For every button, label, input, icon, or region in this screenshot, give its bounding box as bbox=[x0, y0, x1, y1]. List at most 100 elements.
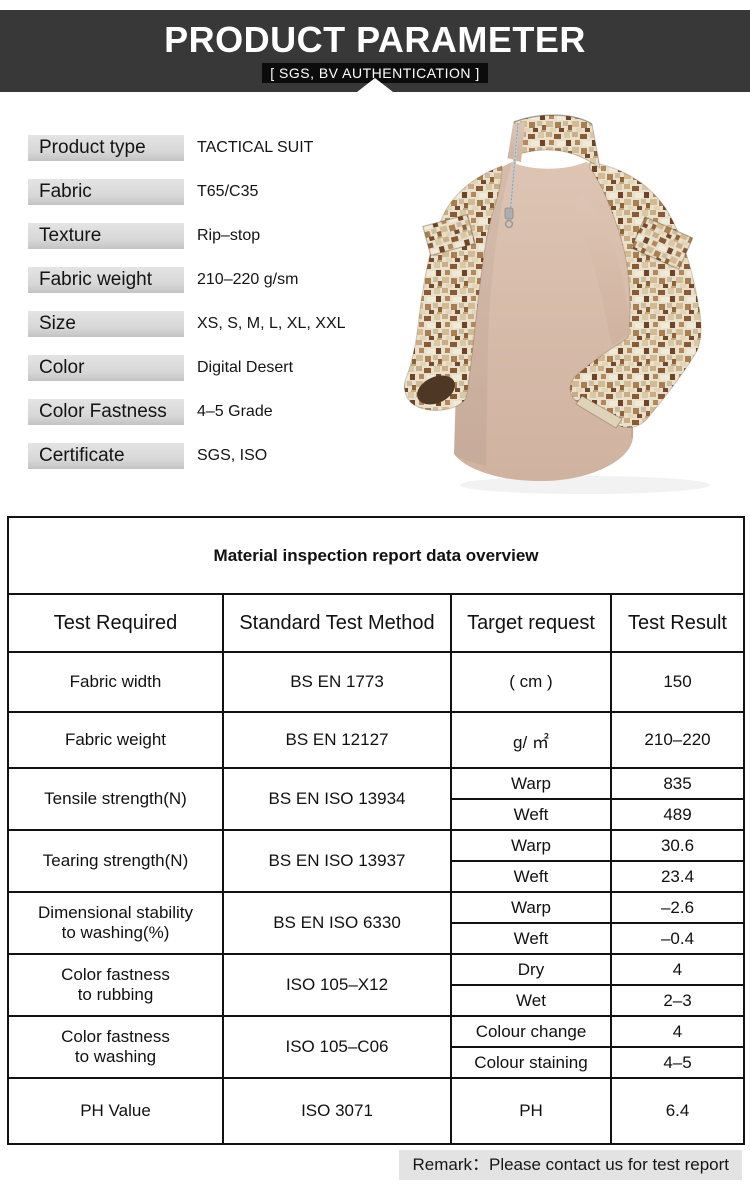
spec-value: T65/C35 bbox=[197, 183, 259, 200]
target-request: Colour staining bbox=[450, 1046, 612, 1079]
test-result: 2–3 bbox=[609, 984, 746, 1017]
test-name: Dimensional stability to washing(%) bbox=[7, 891, 224, 955]
table-row-tensile-strength: Tensile strength(N) BS EN ISO 13934 Warp… bbox=[7, 767, 746, 831]
spec-row-size: Size XS, S, M, L, XL, XXL bbox=[28, 311, 388, 337]
col-header-test-result: Test Result bbox=[609, 593, 746, 653]
table-row-dimensional-stability: Dimensional stability to washing(%) BS E… bbox=[7, 891, 746, 955]
test-name: Color fastness to rubbing bbox=[7, 953, 224, 1017]
spec-label: Fabric bbox=[28, 179, 184, 205]
target-request: Warp bbox=[450, 891, 612, 924]
test-method: BS EN 12127 bbox=[222, 711, 452, 769]
shirt-shadow bbox=[460, 476, 710, 494]
table-subrow: Wet 2–3 bbox=[8, 984, 746, 1017]
table-row-fabric-width: Fabric width BS EN 1773 ( cm ) 150 bbox=[7, 651, 746, 713]
table-subrow: Colour staining 4–5 bbox=[8, 1046, 746, 1079]
spec-value: TACTICAL SUIT bbox=[197, 139, 314, 156]
test-method: BS EN ISO 6330 bbox=[222, 891, 452, 955]
spec-label: Fabric weight bbox=[28, 267, 184, 293]
spec-row-product-type: Product type TACTICAL SUIT bbox=[28, 135, 388, 161]
test-result: 4–5 bbox=[609, 1046, 746, 1079]
target-request: PH bbox=[450, 1077, 612, 1145]
test-result: –2.6 bbox=[609, 891, 746, 924]
spec-value: Rip–stop bbox=[197, 227, 261, 244]
spec-value: 210–220 g/sm bbox=[197, 271, 299, 288]
target-request: Weft bbox=[450, 922, 612, 955]
target-request: Warp bbox=[450, 767, 612, 800]
test-result: 4 bbox=[609, 953, 746, 986]
test-method: ISO 105–X12 bbox=[222, 953, 452, 1017]
test-name: Color fastness to washing bbox=[7, 1015, 224, 1079]
test-result: 30.6 bbox=[609, 829, 746, 862]
table-subrow: Weft 489 bbox=[8, 798, 746, 831]
test-name: PH Value bbox=[7, 1077, 224, 1145]
spec-label: Size bbox=[28, 311, 184, 337]
banner-notch-triangle bbox=[357, 78, 393, 92]
spec-row-color-fastness: Color Fastness 4–5 Grade bbox=[28, 399, 388, 425]
product-photo bbox=[390, 106, 750, 498]
table-row-color-fastness-rubbing: Color fastness to rubbing ISO 105–X12 Dr… bbox=[7, 953, 746, 1017]
spec-value: 4–5 Grade bbox=[197, 403, 273, 420]
tactical-shirt-image bbox=[404, 114, 710, 494]
test-result: 4 bbox=[609, 1015, 746, 1048]
spec-row-certificate: Certificate SGS, ISO bbox=[28, 443, 388, 469]
spec-label: Certificate bbox=[28, 443, 184, 469]
target-request: Weft bbox=[450, 860, 612, 893]
spec-row-texture: Texture Rip–stop bbox=[28, 223, 388, 249]
zipper-teeth bbox=[509, 122, 519, 217]
spec-row-fabric: Fabric T65/C35 bbox=[28, 179, 388, 205]
collar-camo bbox=[507, 114, 601, 170]
spec-value: Digital Desert bbox=[197, 359, 294, 376]
spec-value: XS, S, M, L, XL, XXL bbox=[197, 315, 346, 332]
table-title-row: Material inspection report data overview bbox=[6, 516, 746, 595]
table-row-fabric-weight: Fabric weight BS EN 12127 g/ ㎡ 210–220 bbox=[7, 711, 746, 769]
spec-label: Color Fastness bbox=[28, 399, 184, 425]
left-cuff-opening bbox=[417, 375, 455, 405]
test-result: 489 bbox=[609, 798, 746, 831]
target-request: Colour change bbox=[450, 1015, 612, 1048]
target-request: Wet bbox=[450, 984, 612, 1017]
spec-label: Texture bbox=[28, 223, 184, 249]
col-header-target-request: Target request bbox=[450, 593, 612, 653]
authentication-badge: [ SGS, BV AUTHENTICATION ] bbox=[262, 62, 488, 83]
test-method: BS EN ISO 13937 bbox=[222, 829, 452, 893]
spec-row-color: Color Digital Desert bbox=[28, 355, 388, 381]
spec-list: Product type TACTICAL SUIT Fabric T65/C3… bbox=[28, 135, 388, 487]
test-method: ISO 105–C06 bbox=[222, 1015, 452, 1079]
target-request: Warp bbox=[450, 829, 612, 862]
target-request: Dry bbox=[450, 953, 612, 986]
test-result: 210–220 bbox=[609, 711, 746, 769]
spec-label: Product type bbox=[28, 135, 184, 161]
table-row-tearing-strength: Tearing strength(N) BS EN ISO 13937 Warp… bbox=[7, 829, 746, 893]
test-method: BS EN 1773 bbox=[222, 651, 452, 713]
test-result: 835 bbox=[609, 767, 746, 800]
table-row-ph-value: PH Value ISO 3071 PH 6.4 bbox=[7, 1077, 746, 1145]
remark-note: Remark：Please contact us for test report bbox=[399, 1150, 742, 1180]
table-subrow: Weft 23.4 bbox=[8, 860, 746, 893]
test-result: 6.4 bbox=[609, 1077, 746, 1145]
collar-top-edge bbox=[513, 114, 593, 125]
test-method: BS EN ISO 13934 bbox=[222, 767, 452, 831]
table-header-row: Test Required Standard Test Method Targe… bbox=[7, 593, 746, 653]
target-request: Weft bbox=[450, 798, 612, 831]
header-banner: PRODUCT PARAMETER [ SGS, BV AUTHENTICATI… bbox=[0, 10, 750, 92]
zipper-slider bbox=[504, 207, 514, 220]
right-cuff-band bbox=[575, 395, 623, 429]
spec-label: Color bbox=[28, 355, 184, 381]
table-row-color-fastness-washing: Color fastness to washing ISO 105–C06 Co… bbox=[7, 1015, 746, 1079]
test-result: –0.4 bbox=[609, 922, 746, 955]
zipper-pull-ring bbox=[504, 219, 514, 229]
test-method: ISO 3071 bbox=[222, 1077, 452, 1145]
table-subrow: Weft –0.4 bbox=[8, 922, 746, 955]
test-result: 150 bbox=[609, 651, 746, 713]
col-header-standard-test-method: Standard Test Method bbox=[222, 593, 452, 653]
test-name: Fabric weight bbox=[7, 711, 224, 769]
inspection-table: Material inspection report data overview… bbox=[6, 516, 746, 1145]
test-name: Tearing strength(N) bbox=[7, 829, 224, 893]
spec-value: SGS, ISO bbox=[197, 447, 268, 464]
right-underarm-tan bbox=[575, 194, 630, 346]
page-title: PRODUCT PARAMETER bbox=[164, 19, 586, 60]
test-result: 23.4 bbox=[609, 860, 746, 893]
test-name: Fabric width bbox=[7, 651, 224, 713]
left-arm-pocket-flap bbox=[422, 213, 476, 257]
target-request: ( cm ) bbox=[450, 651, 612, 713]
